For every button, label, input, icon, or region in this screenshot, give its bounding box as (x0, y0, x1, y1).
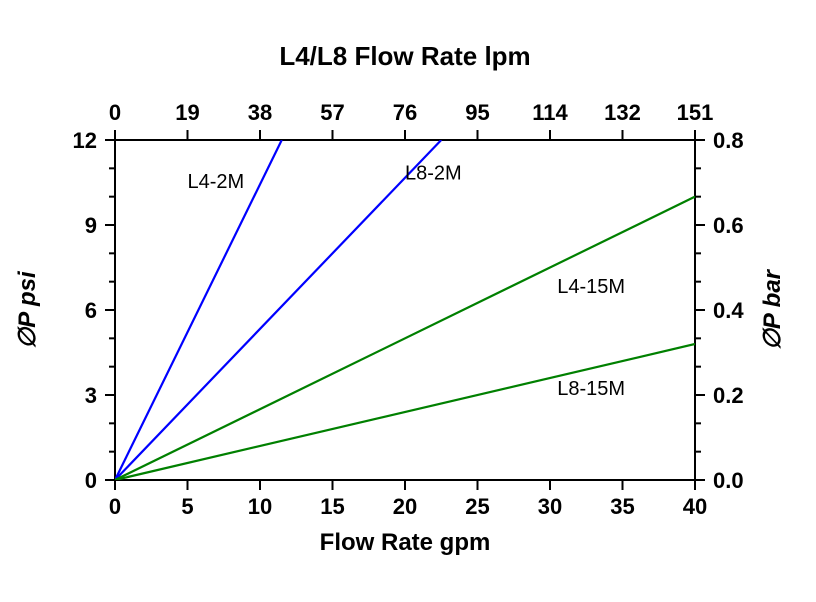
left-tick-label: 3 (85, 383, 97, 408)
left-tick-label: 12 (73, 128, 97, 153)
right-tick-label: 0.4 (713, 298, 744, 323)
right-tick-label: 0.8 (713, 128, 744, 153)
top-tick-label: 114 (532, 100, 568, 125)
left-tick-label: 6 (85, 298, 97, 323)
right-tick-label: 0.6 (713, 213, 744, 238)
bottom-tick-label: 5 (181, 494, 193, 519)
bottom-tick-label: 10 (248, 494, 272, 519)
series-label-l4-2m: L4-2M (188, 171, 245, 193)
series-label-l8-15m: L8-15M (557, 378, 625, 400)
right-tick-label: 0.0 (713, 468, 744, 493)
top-axis-title: L4/L8 Flow Rate lpm (279, 41, 530, 71)
top-tick-label: 151 (677, 100, 714, 125)
left-axis-title: ∅P psi (14, 270, 41, 349)
bottom-tick-label: 0 (109, 494, 121, 519)
bottom-tick-label: 15 (320, 494, 344, 519)
bottom-tick-label: 35 (610, 494, 634, 519)
flow-rate-chart: 0 5 10 15 20 25 30 35 40 0 19 38 57 76 95 114 132 151 0 3 6 9… (0, 0, 816, 602)
bottom-tick-label: 25 (465, 494, 489, 519)
top-tick-label: 76 (393, 100, 417, 125)
chart-svg: 0 5 10 15 20 25 30 35 40 0 19 38 57 76 95 114 132 151 0 3 6 9… (0, 0, 816, 602)
bottom-tick-label: 20 (393, 494, 417, 519)
left-tick-label: 0 (85, 468, 97, 493)
top-tick-label: 0 (109, 100, 121, 125)
bottom-axis-title: Flow Rate gpm (320, 529, 491, 556)
top-tick-label: 95 (465, 100, 489, 125)
right-axis-title: ∅P bar (759, 268, 786, 350)
top-tick-label: 19 (175, 100, 199, 125)
top-tick-label: 132 (604, 100, 641, 125)
top-tick-label: 38 (248, 100, 272, 125)
series-label-l4-15m: L4-15M (557, 276, 625, 298)
top-tick-label: 57 (320, 100, 344, 125)
left-tick-label: 9 (85, 213, 97, 238)
bottom-tick-label: 40 (683, 494, 707, 519)
bottom-tick-label: 30 (538, 494, 562, 519)
right-tick-label: 0.2 (713, 383, 744, 408)
series-label-l8-2m: L8-2M (405, 163, 462, 185)
